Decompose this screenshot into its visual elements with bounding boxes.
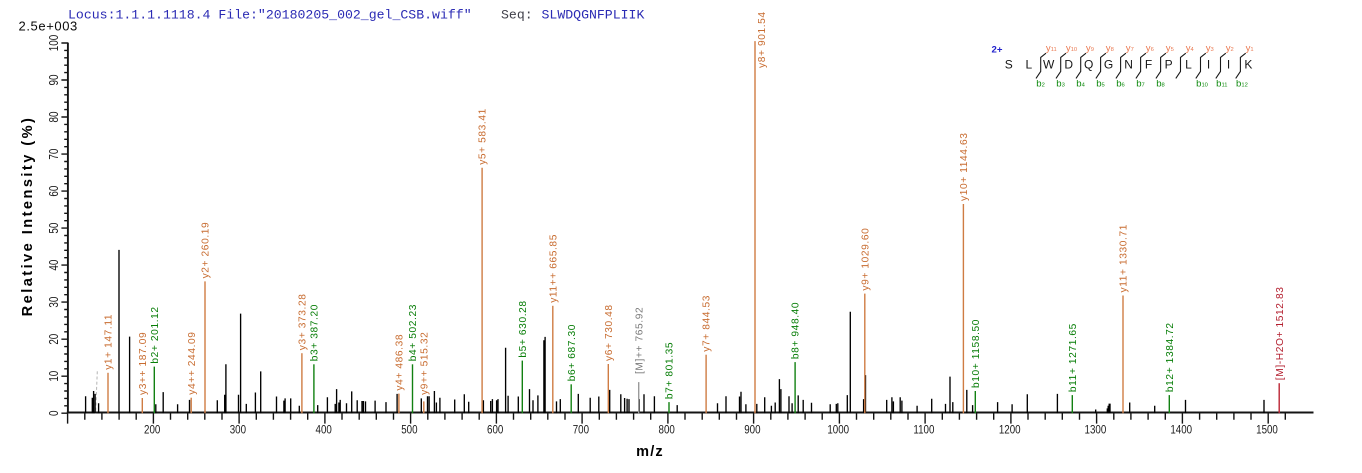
svg-text:y9+ 1029.60: y9+ 1029.60: [860, 228, 871, 291]
svg-text:F: F: [1145, 58, 1152, 72]
svg-text:P: P: [1165, 58, 1173, 72]
svg-text:D: D: [1064, 58, 1073, 72]
svg-text:1500: 1500: [1256, 424, 1278, 437]
svg-text:400: 400: [316, 424, 332, 437]
svg-text:b6: b6: [1116, 79, 1125, 90]
svg-text:y5: y5: [1166, 43, 1174, 54]
svg-text:b6+ 687.30: b6+ 687.30: [567, 324, 578, 381]
svg-text:y11+ 1330.71: y11+ 1330.71: [1119, 224, 1130, 292]
svg-text:y11++ 665.85: y11++ 665.85: [548, 234, 559, 303]
svg-text:I: I: [1227, 58, 1230, 72]
svg-text:b3+ 387.20: b3+ 387.20: [310, 304, 321, 361]
svg-text:800: 800: [659, 424, 675, 437]
svg-text:y7+ 844.53: y7+ 844.53: [702, 295, 713, 352]
svg-text:b8: b8: [1156, 79, 1165, 90]
svg-text:b10: b10: [1196, 79, 1208, 90]
svg-text:m/z: m/z: [636, 444, 664, 460]
svg-text:y4: y4: [1186, 43, 1195, 54]
svg-text:100: 100: [48, 35, 62, 51]
svg-text:b2: b2: [1036, 79, 1045, 90]
svg-text:I: I: [1207, 58, 1210, 72]
svg-text:Locus:1.1.1.1118.4 File:"20180: Locus:1.1.1.1118.4 File:"20180205_002_ge…: [68, 8, 472, 23]
svg-text:y3: y3: [1206, 43, 1214, 54]
svg-text:40: 40: [48, 260, 62, 271]
svg-text:2.5e+003: 2.5e+003: [19, 19, 78, 34]
svg-text:b4+ 502.23: b4+ 502.23: [408, 304, 419, 361]
svg-text:N: N: [1124, 58, 1133, 72]
svg-text:S: S: [1005, 58, 1013, 72]
svg-text:50: 50: [48, 223, 62, 234]
svg-text:y3+ 373.28: y3+ 373.28: [298, 293, 309, 350]
svg-text:b7+ 801.35: b7+ 801.35: [665, 342, 676, 399]
svg-text:700: 700: [573, 424, 589, 437]
svg-text:1200: 1200: [999, 424, 1021, 437]
svg-text:y2+ 260.19: y2+ 260.19: [201, 222, 212, 279]
svg-text:b10+ 1158.50: b10+ 1158.50: [971, 319, 982, 388]
svg-text:60: 60: [48, 186, 62, 197]
svg-text:500: 500: [401, 424, 417, 437]
svg-text:b3: b3: [1056, 79, 1065, 90]
svg-text:300: 300: [230, 424, 246, 437]
svg-text:1400: 1400: [1170, 424, 1192, 437]
svg-text:G: G: [1104, 58, 1113, 72]
svg-text:y8: y8: [1106, 43, 1114, 54]
svg-text:Seq:: Seq:: [501, 8, 533, 23]
svg-text:y5+ 583.41: y5+ 583.41: [478, 108, 489, 165]
svg-text:b5+ 630.28: b5+ 630.28: [518, 300, 529, 357]
svg-text:20: 20: [48, 334, 62, 345]
svg-text:90: 90: [48, 75, 62, 86]
svg-text:b12: b12: [1236, 79, 1248, 90]
svg-text:Relative Intensity (%): Relative Intensity (%): [20, 116, 36, 317]
svg-text:y3++ 187.09: y3++ 187.09: [138, 332, 149, 395]
svg-text:b8+ 948.40: b8+ 948.40: [791, 302, 802, 359]
svg-text:80: 80: [48, 112, 62, 123]
svg-text:1300: 1300: [1085, 424, 1107, 437]
svg-text:b4: b4: [1076, 79, 1085, 90]
svg-text:y6: y6: [1146, 43, 1154, 54]
svg-text:y1+ 147.11: y1+ 147.11: [104, 314, 115, 370]
svg-text:y10: y10: [1066, 43, 1077, 54]
svg-text:b7: b7: [1136, 79, 1145, 90]
svg-text:y10+ 1144.63: y10+ 1144.63: [959, 133, 970, 201]
svg-text:b12+ 1384.72: b12+ 1384.72: [1165, 322, 1176, 392]
svg-text:b2+ 201.12: b2+ 201.12: [150, 306, 161, 363]
svg-text:L: L: [1025, 58, 1032, 72]
svg-text:b5: b5: [1096, 79, 1105, 90]
svg-text:y7: y7: [1126, 43, 1134, 54]
svg-text:y11: y11: [1046, 43, 1057, 54]
svg-text:0: 0: [48, 410, 62, 415]
svg-text:y2: y2: [1226, 43, 1234, 54]
svg-text:y9: y9: [1086, 43, 1094, 54]
svg-text:2+: 2+: [992, 45, 1003, 56]
svg-text:b11: b11: [1216, 79, 1227, 90]
svg-text:10: 10: [48, 371, 62, 382]
svg-text:30: 30: [48, 297, 62, 308]
svg-text:1000: 1000: [827, 424, 849, 437]
svg-text:70: 70: [48, 149, 62, 160]
svg-text:Q: Q: [1084, 58, 1093, 72]
svg-text:1100: 1100: [913, 424, 934, 437]
svg-text:[M]-H2O+ 1512.83: [M]-H2O+ 1512.83: [1275, 286, 1286, 380]
svg-text:900: 900: [744, 424, 760, 437]
svg-text:K: K: [1244, 58, 1252, 72]
svg-text:y8+ 901.54: y8+ 901.54: [757, 11, 768, 68]
svg-text:L: L: [1185, 58, 1192, 72]
svg-text:y6+ 730.48: y6+ 730.48: [604, 304, 615, 361]
svg-text:200: 200: [144, 424, 160, 437]
svg-text:y1: y1: [1246, 43, 1254, 54]
svg-text:600: 600: [487, 424, 503, 437]
svg-text:y4+ 486.38: y4+ 486.38: [395, 334, 406, 391]
svg-text:[M]++ 765.92: [M]++ 765.92: [634, 307, 645, 374]
svg-text:W: W: [1043, 58, 1055, 72]
svg-text:b11+ 1271.65: b11+ 1271.65: [1068, 323, 1079, 392]
svg-text:SLWDQGNFPLIIK: SLWDQGNFPLIIK: [542, 8, 645, 23]
svg-text:y4++ 244.09: y4++ 244.09: [187, 331, 198, 394]
svg-text:y9++ 515.32: y9++ 515.32: [419, 332, 430, 395]
